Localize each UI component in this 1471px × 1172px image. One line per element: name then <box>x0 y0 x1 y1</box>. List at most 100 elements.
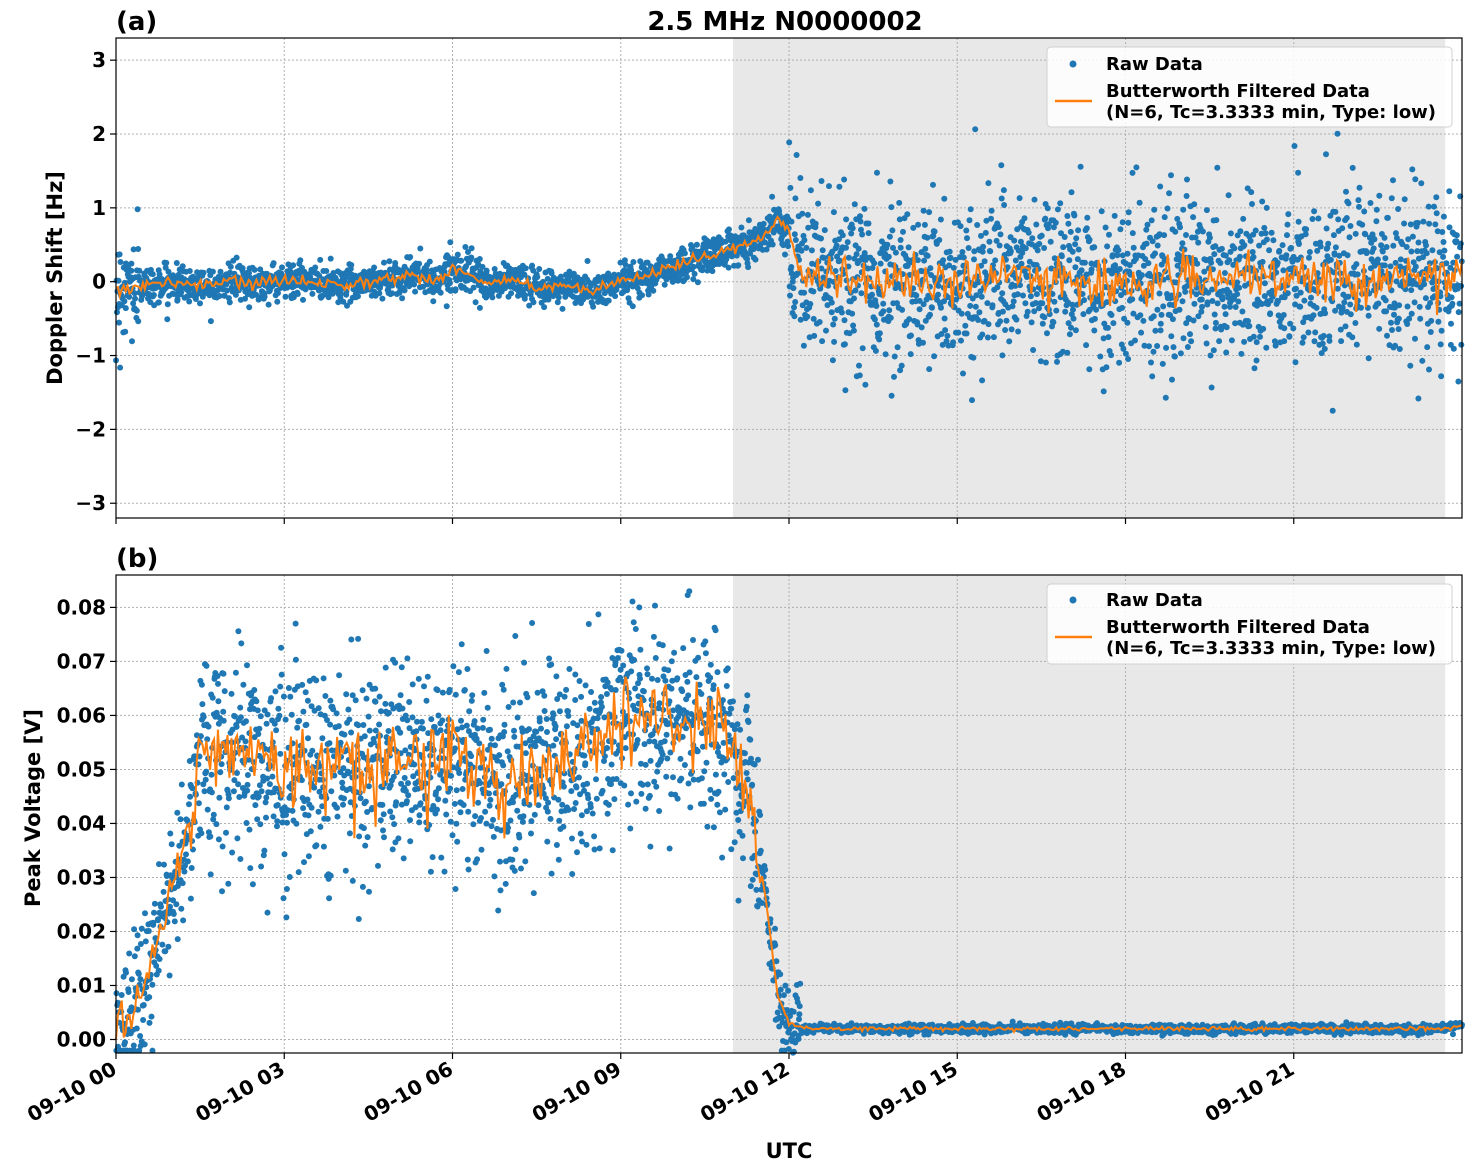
raw-data-point <box>1125 356 1132 362</box>
raw-data-point <box>980 243 987 250</box>
raw-data-point <box>1458 283 1465 289</box>
raw-data-point <box>1414 219 1421 226</box>
raw-data-point <box>246 304 253 311</box>
raw-data-point <box>1064 213 1071 219</box>
raw-data-point <box>1289 258 1296 265</box>
raw-data-point <box>131 953 138 960</box>
raw-data-point <box>532 743 539 750</box>
raw-data-point <box>446 280 453 287</box>
raw-data-point <box>1116 266 1123 272</box>
raw-data-point <box>967 302 974 309</box>
raw-data-point <box>584 258 591 264</box>
raw-data-point <box>871 316 878 323</box>
raw-data-point <box>604 679 611 686</box>
raw-data-point <box>1439 229 1446 235</box>
raw-data-point <box>279 819 286 826</box>
raw-data-point <box>309 290 316 297</box>
raw-data-point <box>448 772 455 779</box>
raw-data-point <box>1320 332 1327 339</box>
raw-data-point <box>1042 215 1049 222</box>
raw-data-point <box>280 693 287 700</box>
raw-data-point <box>702 638 709 645</box>
raw-data-point <box>1247 237 1254 244</box>
raw-data-point <box>833 242 840 249</box>
raw-data-point <box>340 298 347 305</box>
raw-data-point <box>1025 229 1032 236</box>
raw-data-point <box>178 905 185 912</box>
raw-data-point <box>1209 298 1216 304</box>
raw-data-point <box>468 753 475 760</box>
raw-data-point <box>266 781 273 788</box>
raw-data-point <box>578 812 585 819</box>
raw-data-point <box>275 290 281 296</box>
raw-data-point <box>504 748 511 755</box>
raw-data-point <box>1345 200 1352 207</box>
raw-data-point <box>566 666 573 672</box>
raw-data-point <box>1083 225 1090 232</box>
raw-data-point <box>1347 301 1354 308</box>
raw-data-point <box>985 180 992 187</box>
raw-data-point <box>661 738 668 745</box>
raw-data-point <box>704 823 711 830</box>
raw-data-point <box>1415 239 1422 246</box>
raw-data-point <box>862 381 869 388</box>
raw-data-point <box>122 305 129 312</box>
raw-data-point <box>1280 267 1287 274</box>
raw-data-point <box>261 847 268 854</box>
raw-data-point <box>1429 247 1436 254</box>
raw-data-point <box>305 812 312 819</box>
raw-data-point <box>953 296 960 303</box>
y-tick-label: −3 <box>75 491 106 515</box>
raw-data-point <box>459 786 466 792</box>
raw-data-point <box>555 856 562 863</box>
raw-data-point <box>500 762 507 769</box>
raw-data-point <box>476 304 483 311</box>
raw-data-point <box>308 703 315 710</box>
raw-data-point <box>322 693 329 699</box>
raw-data-point <box>1120 345 1127 352</box>
raw-data-point <box>999 290 1006 297</box>
raw-data-point <box>521 271 528 278</box>
raw-data-point <box>1066 257 1073 264</box>
raw-data-point <box>632 685 639 692</box>
raw-data-point <box>821 254 827 261</box>
raw-data-point <box>1199 228 1206 235</box>
raw-data-point <box>1022 245 1029 252</box>
raw-data-point <box>1201 268 1208 275</box>
raw-data-point <box>1420 254 1426 261</box>
raw-data-point <box>1199 303 1205 310</box>
raw-data-point <box>826 183 832 190</box>
raw-data-point <box>297 257 304 264</box>
raw-data-point <box>227 263 234 270</box>
raw-data-point <box>1384 214 1391 221</box>
raw-data-point <box>1300 319 1307 326</box>
raw-data-point <box>989 302 996 309</box>
raw-data-point <box>998 162 1005 169</box>
raw-data-point <box>979 331 986 338</box>
raw-data-point <box>1031 308 1038 315</box>
raw-data-point <box>1014 291 1021 298</box>
raw-data-point <box>268 695 275 702</box>
raw-data-point <box>1190 317 1197 324</box>
raw-data-point <box>745 264 752 271</box>
raw-data-point <box>1260 325 1267 332</box>
raw-data-point <box>514 714 521 721</box>
raw-data-point <box>189 785 196 792</box>
raw-data-point <box>455 669 462 676</box>
raw-data-point <box>1148 359 1154 366</box>
raw-data-point <box>930 181 936 188</box>
raw-data-point <box>699 267 706 274</box>
raw-data-point <box>207 833 214 840</box>
raw-data-point <box>591 699 598 706</box>
raw-data-point <box>335 723 342 730</box>
raw-data-point <box>324 815 331 822</box>
raw-data-point <box>299 681 306 688</box>
raw-data-point <box>1246 323 1253 329</box>
raw-data-point <box>920 339 926 346</box>
raw-data-point <box>247 865 254 872</box>
raw-data-point <box>913 292 920 299</box>
raw-data-point <box>468 245 475 252</box>
raw-data-point <box>818 265 825 272</box>
panel-a-x-ticks <box>115 518 1295 524</box>
raw-data-point <box>348 262 355 268</box>
